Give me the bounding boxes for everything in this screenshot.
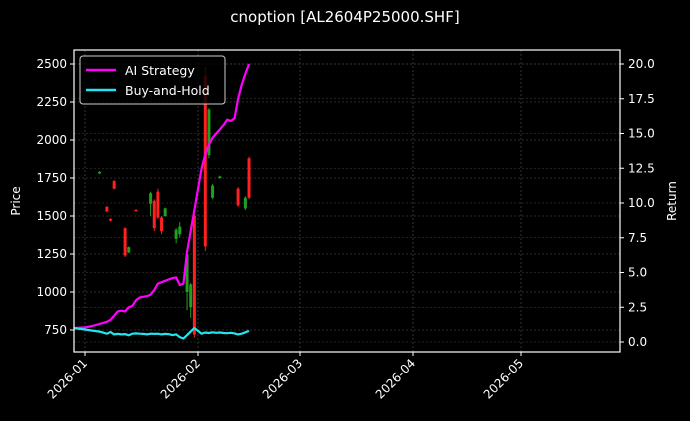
y-tick-label: 1000: [36, 285, 67, 299]
plot-frame: [73, 49, 621, 353]
candle: [178, 222, 182, 238]
candle: [218, 175, 222, 179]
candle: [192, 214, 196, 338]
grid-lines: [74, 50, 620, 352]
left-axis-label: Price: [9, 186, 23, 215]
candle: [236, 187, 240, 207]
left-axis-ticks: 750 1000 1250 1500 1750 2000 2250 2500: [36, 57, 74, 337]
y2-tick-label: 12.5: [628, 161, 655, 175]
candle: [98, 171, 102, 175]
y-tick-label: 1250: [36, 247, 67, 261]
y2-tick-label: 15.0: [628, 127, 655, 141]
legend-label-ai-strategy: AI Strategy: [125, 63, 195, 78]
y-tick-label: 750: [44, 323, 67, 337]
candle: [185, 252, 189, 311]
x-tick-label: 2026-05: [481, 356, 526, 401]
y-tick-label: 1750: [36, 171, 67, 185]
candle: [160, 216, 164, 235]
series-ai-strategy: [74, 63, 251, 330]
chart-title: cnoption [AL2604P25000.SHF]: [230, 8, 460, 26]
candle: [211, 184, 215, 200]
y2-tick-label: 7.5: [628, 231, 647, 245]
legend-label-buy-and-hold: Buy-and-Hold: [125, 83, 210, 98]
y-tick-label: 2500: [36, 57, 67, 71]
x-tick-label: 2026-01: [45, 356, 90, 401]
candle: [134, 209, 138, 212]
y-tick-label: 1500: [36, 209, 67, 223]
candle: [207, 108, 211, 159]
line-series: [73, 63, 251, 340]
x-axis-ticks: 2026-01 2026-02 2026-03 2026-04 2026-05: [45, 352, 526, 402]
candle: [152, 199, 156, 232]
x-tick-label: 2026-04: [373, 356, 418, 401]
series-buy-and-hold: [73, 327, 250, 340]
y2-tick-label: 20.0: [628, 57, 655, 71]
y2-tick-label: 17.5: [628, 92, 655, 106]
candle: [243, 196, 247, 210]
candle: [149, 191, 153, 216]
candle: [163, 207, 167, 217]
y2-tick-label: 5.0: [628, 266, 647, 280]
candle: [174, 228, 178, 244]
right-axis-ticks: 0.0 2.5 5.0 7.5 10.0 12.5 15.0 17.5 20.0: [620, 57, 655, 349]
x-tick-label: 2026-02: [158, 356, 203, 401]
y-tick-label: 2000: [36, 133, 67, 147]
legend: AI Strategy Buy-and-Hold: [79, 55, 226, 105]
x-tick-label: 2026-03: [260, 356, 305, 401]
candle: [109, 218, 113, 222]
right-axis-label: Return: [665, 181, 679, 221]
candle: [105, 206, 109, 213]
candlestick-series: [98, 67, 251, 338]
y2-tick-label: 0.0: [628, 335, 647, 349]
y-tick-label: 2250: [36, 95, 67, 109]
candle: [247, 156, 251, 200]
candle: [189, 282, 193, 318]
candle: [127, 246, 131, 254]
candle: [112, 180, 116, 190]
y2-tick-label: 10.0: [628, 196, 655, 210]
y2-tick-label: 2.5: [628, 300, 647, 314]
candle: [156, 188, 160, 220]
candle: [123, 227, 127, 258]
